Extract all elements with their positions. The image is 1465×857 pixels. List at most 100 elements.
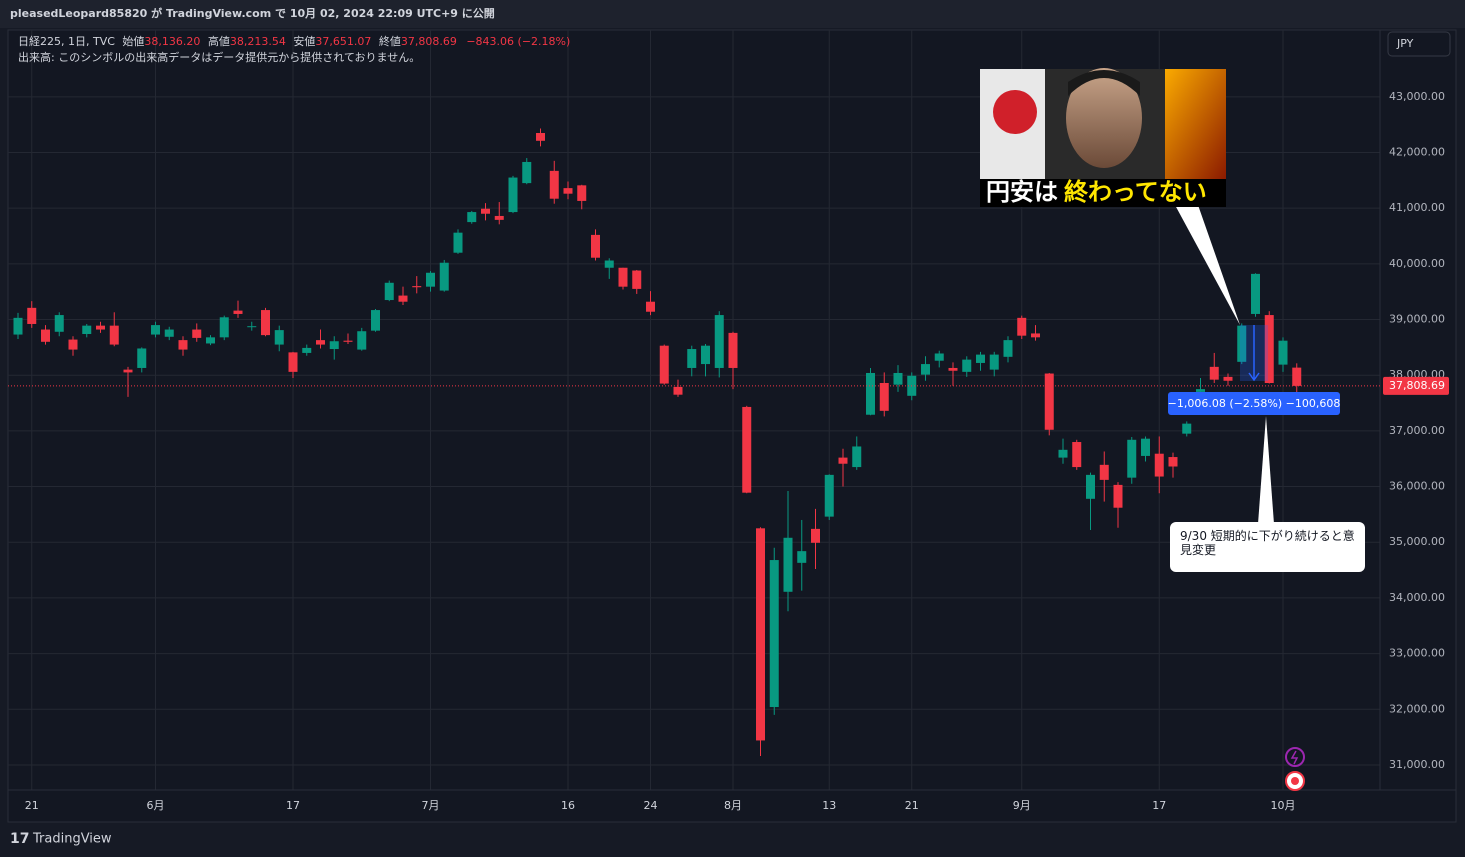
candle-body: [357, 331, 367, 350]
candle-body: [797, 551, 807, 563]
candle-body: [893, 372, 903, 385]
x-tick-label: 6月: [147, 799, 165, 812]
candle-body: [824, 474, 834, 517]
candle-body: [1264, 315, 1274, 383]
candle-body: [1072, 442, 1082, 468]
candle-body: [687, 349, 697, 368]
candle-body: [756, 528, 765, 741]
candle-body: [673, 386, 683, 395]
candle-body: [439, 262, 449, 291]
candle-body: [109, 325, 119, 345]
candle-body: [1099, 464, 1109, 480]
candle-body: [591, 234, 600, 258]
candle-body: [398, 295, 408, 302]
symbol: 日経225, 1日, TVC: [18, 35, 115, 48]
y-tick-label: 31,000.00: [1389, 758, 1445, 771]
candle-body: [962, 359, 972, 372]
candle-body: [54, 315, 64, 332]
candle-body: [1168, 457, 1178, 467]
candle-body: [1017, 317, 1027, 336]
footer-brand: TradingView: [32, 832, 112, 847]
published-note: pleasedLeopard85820 が TradingView.com で …: [10, 6, 495, 20]
candle-body: [1223, 376, 1233, 381]
candle-body: [577, 185, 587, 201]
annotation-box: [1170, 522, 1365, 572]
change: −843.06 (−2.18%): [466, 35, 570, 48]
y-tick-label: 37,000.00: [1389, 424, 1445, 437]
candle-body: [164, 329, 174, 337]
candle-body: [206, 337, 215, 344]
x-tick-label: 21: [25, 799, 39, 812]
candle-body: [219, 317, 229, 338]
event-dot: [1291, 777, 1299, 785]
candle-body: [316, 340, 325, 345]
candle-body: [714, 315, 724, 368]
candle-body: [659, 345, 669, 384]
thumbnail-face: [1066, 68, 1142, 168]
candle-body: [742, 406, 752, 493]
candle-body: [426, 272, 435, 287]
grid: [8, 30, 1380, 790]
candle-body: [41, 329, 50, 342]
candle-body: [261, 310, 270, 336]
candle-body: [1278, 340, 1288, 365]
y-tick-label: 43,000.00: [1389, 90, 1445, 103]
candle-body: [1237, 325, 1247, 362]
alert-bolt: [1290, 750, 1299, 765]
x-tick-label: 9月: [1013, 799, 1031, 812]
x-tick-label: 8月: [724, 799, 742, 812]
close-label: 終値: [379, 34, 401, 48]
alert-icon[interactable]: [1285, 747, 1305, 767]
x-tick-label: 17: [286, 799, 300, 812]
candle-body: [522, 161, 532, 184]
y-tick-label: 40,000.00: [1389, 257, 1445, 270]
last-price-box: [1383, 376, 1449, 395]
candle-body: [1044, 373, 1054, 430]
close-value: 37,808.69: [401, 35, 457, 48]
candle-body: [233, 310, 243, 314]
legend: 日経225, 1日, TVC 始値38,136.20 高値38,213.54 安…: [18, 34, 570, 48]
candle-body: [481, 208, 490, 214]
candle-body: [151, 325, 160, 335]
candle-body: [1209, 366, 1219, 380]
candle-body: [879, 382, 889, 411]
currency-button[interactable]: [1387, 31, 1451, 57]
candle-body: [604, 260, 614, 268]
candle-body: [137, 348, 147, 368]
candle-body: [646, 301, 655, 312]
candle-body: [1141, 438, 1150, 456]
high-label: 高値: [208, 34, 230, 48]
annotation-pointer: [1258, 416, 1274, 524]
candle-body: [1182, 423, 1192, 434]
thumbnail-text-1: 円安は: [986, 178, 1058, 206]
last-price-label: 37,808.69: [1389, 379, 1445, 392]
candle-body: [192, 329, 202, 338]
candle-body: [1086, 474, 1095, 499]
y-tick-label: 39,000.00: [1389, 313, 1445, 326]
thumbnail-flag-sun: [993, 90, 1037, 134]
x-tick-label: 13: [822, 799, 836, 812]
candle-body: [1031, 333, 1040, 338]
candle-body: [27, 307, 37, 324]
candle-body: [494, 215, 504, 220]
measure-label: −1,006.08 (−2.58%) −100,608: [1168, 397, 1341, 410]
candle-body: [549, 170, 559, 199]
candle-body: [1127, 439, 1137, 478]
candle-body: [178, 340, 188, 350]
x-tick-label: 21: [905, 799, 919, 812]
candle-body: [1058, 449, 1068, 458]
candle-body: [82, 325, 92, 334]
candle-body: [96, 325, 105, 330]
annotation: 9/30 短期的に下がり続けると意見変更: [1180, 529, 1355, 557]
candle-body: [274, 330, 284, 345]
candle-body: [632, 270, 642, 289]
candle-body: [811, 528, 820, 543]
high-value: 38,213.54: [230, 35, 286, 48]
candle-body: [1003, 340, 1013, 357]
y-tick-label: 41,000.00: [1389, 201, 1445, 214]
currency[interactable]: JPY: [1396, 37, 1414, 50]
y-tick-label: 35,000.00: [1389, 535, 1445, 548]
x-tick-label: 17: [1152, 799, 1166, 812]
candle-body: [1196, 389, 1205, 392]
